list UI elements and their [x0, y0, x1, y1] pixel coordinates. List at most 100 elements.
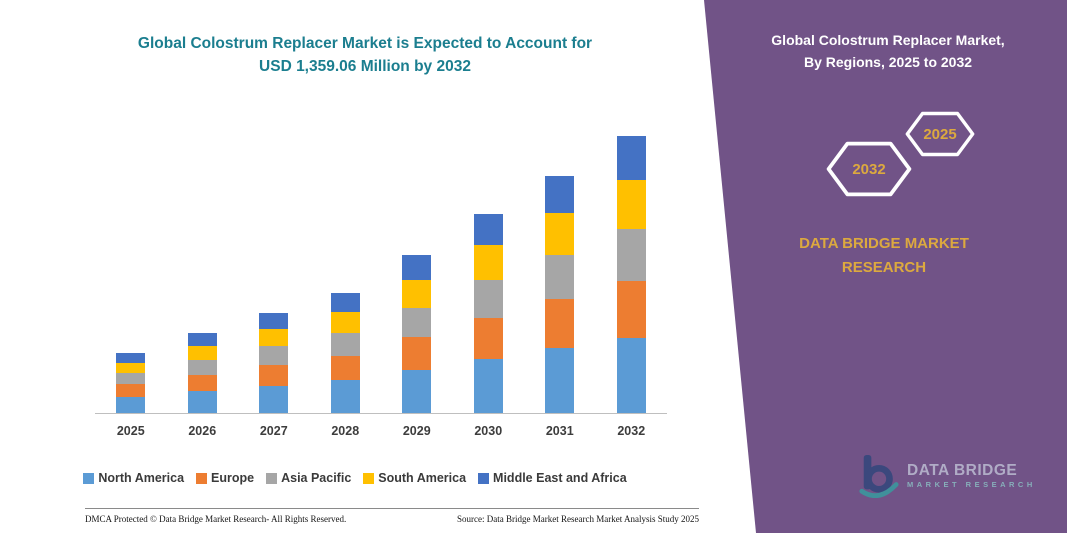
- hexagon-2032-label: 2032: [852, 160, 886, 178]
- stacked-bar-chart: [95, 98, 667, 414]
- x-axis-label: 2026: [188, 424, 217, 438]
- legend-swatch-icon: [83, 472, 95, 484]
- bar-segment-asia-pacific: [402, 307, 432, 338]
- stacked-bar-2030: [473, 214, 503, 413]
- panel-title-line2: By Regions, 2025 to 2032: [803, 53, 973, 70]
- side-panel: Global Colostrum Replacer Market, By Reg…: [704, 0, 1067, 533]
- bar-column-2025: [95, 98, 167, 413]
- legend-label: Asia Pacific: [281, 471, 352, 485]
- bar-column-2029: [381, 98, 453, 413]
- logo-name: DATA BRIDGE: [907, 461, 1018, 479]
- bar-column-2032: [596, 98, 668, 413]
- logo-subtitle: MARKET RESEARCH: [907, 480, 1036, 489]
- hexagon-2025: 2025: [902, 106, 978, 162]
- chart-title-line2: USD 1,359.06 Million by 2032: [259, 58, 471, 76]
- bar-segment-south-america: [116, 362, 146, 374]
- bar-segment-south-america: [259, 328, 289, 347]
- bar-segment-middle-east-and-africa: [545, 176, 575, 214]
- legend-item-north-america: North America: [83, 471, 184, 485]
- legend-swatch-icon: [266, 472, 278, 484]
- bar-segment-asia-pacific: [616, 228, 646, 281]
- bar-segment-asia-pacific: [330, 332, 360, 356]
- bar-segment-middle-east-and-africa: [473, 214, 503, 246]
- bar-segment-middle-east-and-africa: [330, 292, 360, 312]
- bar-segment-south-america: [473, 245, 503, 281]
- hexagon-outline-icon: [826, 141, 912, 197]
- bar-segment-asia-pacific: [187, 359, 217, 375]
- bar-segment-middle-east-and-africa: [616, 136, 646, 180]
- bar-segment-europe: [259, 365, 289, 386]
- bar-segment-europe: [187, 374, 217, 392]
- bar-segment-south-america: [545, 213, 575, 255]
- legend-label: Europe: [211, 471, 255, 485]
- bar-segment-south-america: [402, 279, 432, 308]
- legend-label: South America: [378, 471, 467, 485]
- panel-title-line1: Global Colostrum Replacer Market,: [771, 32, 1005, 48]
- bar-segment-south-america: [187, 345, 217, 360]
- stacked-bar-2027: [259, 312, 289, 413]
- dbmr-logo-icon: [859, 454, 899, 498]
- bar-segment-north-america: [187, 391, 217, 413]
- stacked-bar-2031: [545, 176, 575, 413]
- legend-label: Middle East and Africa: [493, 471, 627, 485]
- x-axis-label: 2025: [116, 424, 145, 438]
- legend-item-middle-east-and-africa: Middle East and Africa: [478, 471, 627, 485]
- hexagon-2032: 2032: [822, 138, 916, 200]
- legend-item-europe: Europe: [196, 471, 254, 485]
- bar-segment-europe: [616, 280, 646, 338]
- bar-segment-middle-east-and-africa: [116, 353, 146, 363]
- bar-segment-europe: [545, 299, 575, 349]
- logo-texts: DATA BRIDGE MARKET RESEARCH: [907, 461, 1036, 490]
- panel-title: Global Colostrum Replacer Market, By Reg…: [738, 30, 1038, 73]
- footer: DMCA Protected © Data Bridge Market Rese…: [85, 508, 699, 524]
- dmca-text: DMCA Protected © Data Bridge Market Rese…: [85, 514, 347, 524]
- bar-segment-asia-pacific: [116, 373, 146, 385]
- x-axis-label: 2030: [474, 424, 503, 438]
- bar-segment-middle-east-and-africa: [187, 333, 217, 346]
- brand-wordmark: DATA BRIDGE MARKET RESEARCH: [799, 235, 969, 276]
- bar-segment-europe: [402, 337, 432, 370]
- x-axis-label: 2029: [402, 424, 431, 438]
- source-text: Source: Data Bridge Market Research Mark…: [457, 514, 699, 524]
- x-axis-label: 2031: [545, 424, 574, 438]
- stacked-bar-2028: [330, 292, 360, 413]
- bar-segment-asia-pacific: [259, 346, 289, 366]
- bar-segment-north-america: [473, 358, 503, 413]
- hexagon-2025-label: 2025: [923, 125, 957, 143]
- x-axis-label: 2028: [331, 424, 360, 438]
- legend-swatch-icon: [363, 472, 375, 484]
- legend-item-asia-pacific: Asia Pacific: [266, 471, 351, 485]
- bar-segment-north-america: [402, 369, 432, 413]
- bar-segment-asia-pacific: [545, 254, 575, 300]
- legend-swatch-icon: [196, 472, 208, 484]
- bar-segment-south-america: [330, 311, 360, 333]
- bar-segment-south-america: [616, 179, 646, 229]
- bar-column-2026: [167, 98, 239, 413]
- stacked-bar-2025: [116, 353, 146, 413]
- bar-segment-europe: [330, 355, 360, 381]
- bar-segment-middle-east-and-africa: [402, 255, 432, 280]
- dbmr-logo: DATA BRIDGE MARKET RESEARCH: [858, 452, 1036, 498]
- x-axis-label: 2032: [617, 424, 646, 438]
- chart-title: Global Colostrum Replacer Market is Expe…: [45, 32, 685, 79]
- bar-segment-middle-east-and-africa: [259, 312, 289, 329]
- stacked-bar-2029: [402, 255, 432, 413]
- bar-column-2030: [453, 98, 525, 413]
- bar-column-2028: [310, 98, 382, 413]
- chart-title-line1: Global Colostrum Replacer Market is Expe…: [137, 35, 593, 52]
- bar-column-2027: [238, 98, 310, 413]
- bar-segment-north-america: [616, 337, 646, 413]
- bar-segment-asia-pacific: [473, 280, 503, 318]
- bar-column-2031: [524, 98, 596, 413]
- bar-segment-europe: [116, 384, 146, 397]
- x-axis-label: 2027: [259, 424, 288, 438]
- chart-legend: North America Europe Asia Pacific South Ame…: [55, 471, 655, 485]
- stacked-bar-2032: [616, 136, 646, 413]
- bar-segment-north-america: [116, 396, 146, 413]
- bar-segment-north-america: [330, 380, 360, 413]
- stacked-bar-2026: [187, 333, 217, 413]
- bar-segment-north-america: [259, 385, 289, 413]
- bar-segment-north-america: [545, 348, 575, 413]
- bar-segment-europe: [473, 317, 503, 359]
